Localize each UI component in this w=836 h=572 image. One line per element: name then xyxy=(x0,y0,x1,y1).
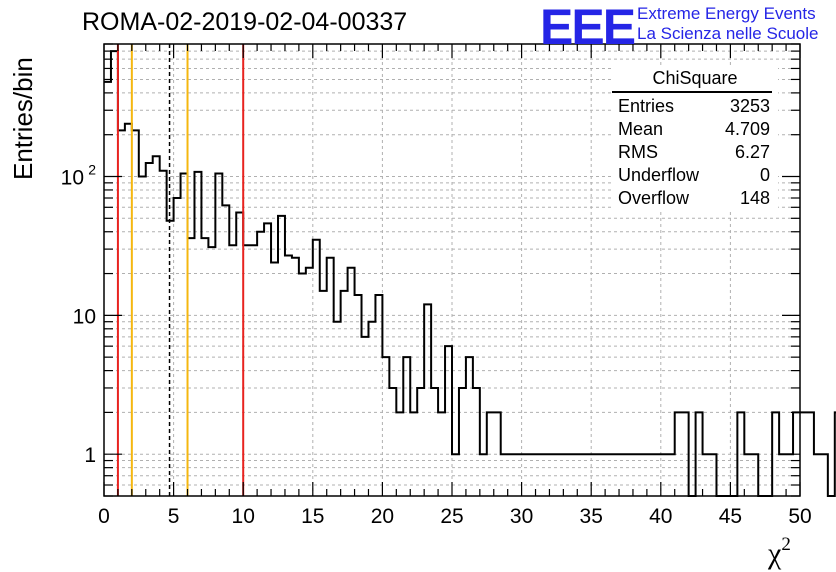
x-tick-label: 50 xyxy=(788,505,811,528)
logo-line-1: Extreme Energy Events xyxy=(637,4,816,23)
chart-title: ROMA-02-2019-02-04-00337 xyxy=(82,8,408,36)
logo-line-2: La Scienza nelle Scuole xyxy=(637,24,819,43)
x-tick-label: 30 xyxy=(510,505,533,528)
y-tick-label: 1 xyxy=(84,444,96,467)
eee-logo: EEE xyxy=(540,0,636,55)
stats-divider xyxy=(612,91,772,93)
stats-row-underflow: Underflow 0 xyxy=(618,165,770,185)
stats-row-rms: RMS 6.27 xyxy=(618,142,770,162)
stats-row-entries: Entries 3253 xyxy=(618,96,770,116)
y-tick-label: 10 xyxy=(73,305,96,328)
histogram-series xyxy=(104,50,836,497)
x-tick-label: 35 xyxy=(580,505,603,528)
y-tick-label-exponent: 2 xyxy=(88,161,96,177)
y-tick-label: 10 xyxy=(61,166,84,189)
y-axis-label: Entries/bin xyxy=(8,57,38,180)
x-tick-label: 40 xyxy=(649,505,672,528)
x-tick-label: 20 xyxy=(371,505,394,528)
x-tick-label: 0 xyxy=(98,505,110,528)
stats-row-mean: Mean 4.709 xyxy=(618,119,770,139)
x-tick-label: 5 xyxy=(168,505,180,528)
x-tick-label: 15 xyxy=(301,505,324,528)
x-tick-label: 25 xyxy=(440,505,463,528)
stats-row-overflow: Overflow 148 xyxy=(618,188,770,208)
stats-box: ChiSquare Entries 3253 Mean 4.709 RMS 6.27 … xyxy=(612,66,778,210)
stats-title: ChiSquare xyxy=(652,68,738,88)
x-axis-label: χ2 xyxy=(768,534,791,570)
x-tick-label: 10 xyxy=(232,505,255,528)
x-tick-label: 45 xyxy=(719,505,742,528)
